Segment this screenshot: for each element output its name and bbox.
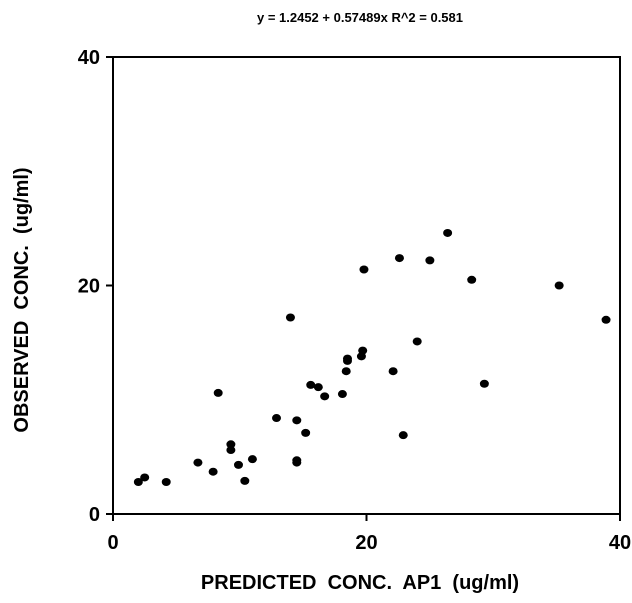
data-point [285, 313, 295, 322]
y-tick-label: 40 [78, 47, 100, 69]
data-point [208, 467, 218, 476]
x-axis-title: PREDICTED CONC. AP1 (ug/ml) [201, 572, 519, 594]
data-point [337, 390, 347, 399]
data-point [313, 383, 323, 392]
data-point [306, 380, 316, 389]
chart-title: y = 1.2452 + 0.57489x R^2 = 0.581 [257, 10, 463, 25]
data-point [358, 346, 368, 355]
x-tick-label: 40 [609, 532, 631, 554]
data-point [247, 455, 257, 464]
x-tick-label: 0 [107, 532, 118, 554]
data-point [292, 458, 302, 467]
data-point [320, 392, 330, 401]
plot-frame [112, 56, 621, 515]
data-point [226, 440, 236, 449]
data-point [193, 458, 203, 467]
data-point [479, 379, 489, 388]
data-point [443, 228, 453, 237]
data-point [412, 337, 422, 346]
data-point [133, 478, 143, 487]
data-point [213, 388, 223, 397]
data-point [341, 367, 351, 376]
data-point [398, 431, 408, 440]
data-point [226, 446, 236, 455]
data-point [240, 476, 250, 485]
data-point [425, 256, 435, 265]
data-point [301, 428, 311, 437]
y-axis-ticks: 0 20 40 [78, 47, 113, 526]
data-point [601, 315, 611, 324]
data-point [388, 367, 398, 376]
data-point [394, 254, 404, 263]
y-tick-label: 0 [89, 504, 100, 526]
x-tick-label: 20 [355, 532, 377, 554]
y-axis-title: OBSERVED CONC. (ug/ml) [11, 167, 33, 432]
data-point [272, 414, 282, 423]
data-point [161, 478, 171, 487]
data-point [554, 281, 564, 290]
data-points [133, 228, 611, 487]
data-point [342, 356, 352, 365]
data-point [359, 265, 369, 274]
x-axis-ticks: 0 20 40 [107, 514, 631, 554]
data-point [233, 460, 243, 469]
data-point [467, 275, 477, 284]
y-tick-label: 20 [78, 276, 100, 298]
data-point [292, 416, 302, 425]
data-point [140, 473, 150, 482]
